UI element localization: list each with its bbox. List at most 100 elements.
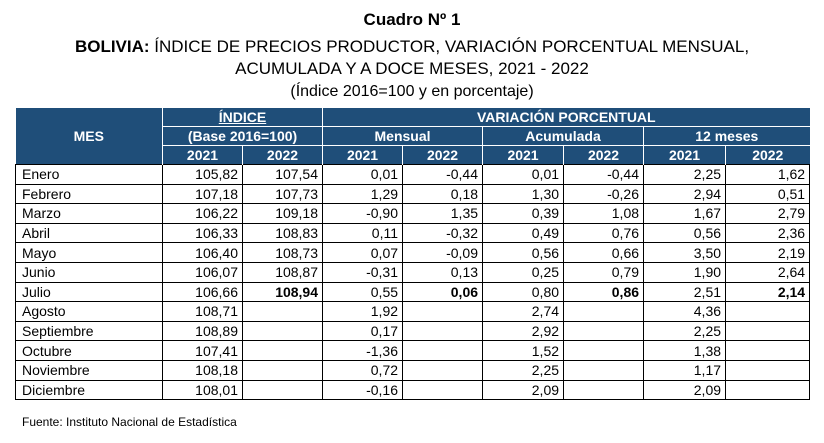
value-cell: 2,25: [643, 320, 727, 342]
value-cell: [563, 379, 645, 401]
value-cell: 0,66: [563, 242, 645, 263]
value-cell: 2,74: [482, 301, 565, 322]
table-title: Cuadro Nº 1: [363, 10, 461, 29]
value-cell: 109,18: [241, 203, 324, 224]
value-cell: [725, 320, 811, 342]
year-header: 2021: [643, 145, 726, 165]
value-cell: 1,67: [643, 203, 727, 224]
table-row: Mayo 106,40 108,73 0,07 -0,09 0,56 0,66 3,50 2,1…: [15, 242, 811, 263]
table-row: Marzo 106,22 109,18 -0,90 1,35 0,39 1,08 1,67 2,…: [15, 203, 811, 224]
month-cell: Junio: [15, 261, 163, 283]
value-cell: -0,26: [563, 183, 645, 205]
col-header-indice-base: (Base 2016=100): [162, 126, 323, 146]
value-cell: 108,01: [162, 379, 243, 401]
month-cell: Enero: [15, 164, 163, 185]
value-cell: [725, 340, 811, 361]
value-cell: 2,64: [725, 261, 811, 283]
value-cell: [402, 301, 484, 322]
table-subtitle: BOLIVIA: ÍNDICE DE PRECIOS PRODUCTOR, VA…: [0, 36, 824, 80]
base-note: (Índice 2016=100 y en porcentaje): [290, 83, 534, 100]
month-cell: Septiembre: [15, 320, 163, 342]
month-cell: Julio: [15, 281, 163, 303]
table-body: Enero 105,82 107,54 0,01 -0,44 0,01 -0,44 2,25 1…: [15, 164, 811, 401]
value-cell: -0,44: [402, 164, 484, 185]
month-cell: Abril: [15, 222, 163, 244]
table-row: Diciembre 108,01 -0,16 2,09 2,09: [15, 379, 811, 401]
value-cell: [563, 359, 645, 381]
value-cell: 1,92: [322, 301, 404, 322]
month-cell: Noviembre: [15, 359, 163, 381]
col-header-doce-meses: 12 meses: [643, 126, 810, 146]
value-cell: [402, 340, 484, 361]
value-cell: 106,22: [162, 203, 243, 224]
value-cell: [241, 340, 324, 361]
value-cell: [563, 301, 645, 322]
value-cell: 1,29: [322, 183, 404, 205]
year-header: 2021: [322, 145, 403, 165]
source-note: Fuente: Instituto Nacional de Estadístic…: [22, 415, 237, 429]
value-cell: [725, 359, 811, 381]
col-header-mensual: Mensual: [322, 126, 483, 146]
value-cell: 0,11: [322, 222, 404, 244]
table-row: Junio 106,07 108,87 -0,31 0,13 0,25 0,79 1,90 2,…: [15, 261, 811, 283]
value-cell: 1,90: [643, 261, 727, 283]
value-cell: 2,14: [725, 281, 811, 303]
price-index-table: MES ÍNDICE VARIACIÓN PORCENTUAL (Base 20…: [15, 108, 811, 401]
value-cell: 0,76: [563, 222, 645, 244]
month-cell: Diciembre: [15, 379, 163, 401]
value-cell: 0,25: [482, 261, 565, 283]
table-row: Febrero 107,18 107,73 1,29 0,18 1,30 -0,26 2,94…: [15, 183, 811, 205]
value-cell: 108,94: [241, 281, 324, 303]
value-cell: 0,51: [725, 183, 811, 205]
value-cell: 107,18: [162, 183, 243, 205]
table-row: Noviembre 108,18 0,72 2,25 1,17: [15, 359, 811, 381]
year-header: 2022: [563, 145, 644, 165]
value-cell: 1,38: [643, 340, 727, 361]
value-cell: -0,16: [322, 379, 404, 401]
value-cell: [402, 359, 484, 381]
value-cell: [725, 379, 811, 401]
subtitle-country: BOLIVIA:: [74, 37, 150, 56]
value-cell: 108,87: [241, 261, 324, 283]
value-cell: 108,89: [162, 320, 243, 342]
value-cell: 2,92: [482, 320, 565, 342]
value-cell: -1,36: [322, 340, 404, 361]
value-cell: [725, 301, 811, 322]
value-cell: -0,32: [402, 222, 484, 244]
value-cell: 105,82: [162, 164, 243, 185]
value-cell: 2,09: [482, 379, 565, 401]
value-cell: 0,01: [322, 164, 404, 185]
value-cell: [241, 359, 324, 381]
value-cell: 0,06: [402, 281, 484, 303]
month-cell: Mayo: [15, 242, 163, 263]
value-cell: -0,31: [322, 261, 404, 283]
value-cell: 1,62: [725, 164, 811, 185]
value-cell: [563, 340, 645, 361]
value-cell: 0,01: [482, 164, 565, 185]
table-row: Agosto 108,71 1,92 2,74 4,36: [15, 301, 811, 322]
value-cell: [563, 320, 645, 342]
value-cell: 1,35: [402, 203, 484, 224]
year-header: 2021: [162, 145, 243, 165]
value-cell: 108,73: [241, 242, 324, 263]
value-cell: 2,25: [643, 164, 727, 185]
value-cell: 106,33: [162, 222, 243, 244]
col-group-variacion: VARIACIÓN PORCENTUAL: [322, 108, 810, 127]
table-row: Septiembre 108,89 0,17 2,92 2,25: [15, 320, 811, 342]
value-cell: 1,52: [482, 340, 565, 361]
value-cell: 2,19: [725, 242, 811, 263]
value-cell: 2,25: [482, 359, 565, 381]
value-cell: 107,41: [162, 340, 243, 361]
value-cell: 0,17: [322, 320, 404, 342]
value-cell: [402, 379, 484, 401]
subtitle-line-2: ACUMULADA Y A DOCE MESES, 2021 - 2022: [235, 59, 589, 78]
value-cell: 0,80: [482, 281, 565, 303]
value-cell: [402, 320, 484, 342]
value-cell: 0,72: [322, 359, 404, 381]
value-cell: -0,09: [402, 242, 484, 263]
value-cell: 108,71: [162, 301, 243, 322]
month-cell: Marzo: [15, 203, 163, 224]
col-group-indice: ÍNDICE: [162, 108, 323, 127]
value-cell: 0,86: [563, 281, 645, 303]
value-cell: 2,09: [643, 379, 727, 401]
